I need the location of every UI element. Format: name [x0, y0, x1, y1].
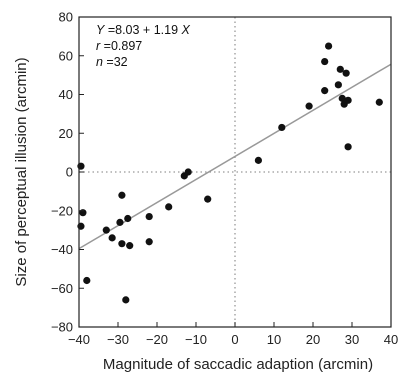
y-tick-label: −40: [51, 242, 73, 257]
y-tick-label: −80: [51, 320, 73, 335]
data-point: [321, 57, 329, 66]
data-point: [79, 209, 87, 217]
data-point: [108, 234, 116, 242]
data-point: [336, 65, 344, 73]
x-tick-label: 30: [345, 332, 359, 347]
x-tick-label: 40: [384, 332, 398, 347]
data-point: [321, 87, 329, 95]
data-point: [254, 156, 262, 164]
y-tick-label: 40: [59, 87, 73, 102]
data-point: [325, 42, 333, 50]
data-point: [344, 143, 352, 151]
y-tick-label: 0: [66, 165, 73, 180]
data-point: [145, 238, 153, 246]
data-point: [102, 226, 110, 234]
x-tick-label: 20: [306, 332, 320, 347]
data-point: [334, 81, 342, 89]
data-point: [126, 242, 134, 250]
x-tick-label: 0: [231, 332, 238, 347]
data-point: [204, 195, 212, 203]
y-tick-label: −60: [51, 281, 73, 296]
data-point: [344, 96, 352, 104]
data-point: [165, 203, 173, 211]
x-axis-label: Magnitude of saccadic adaption (arcmin): [103, 356, 373, 373]
data-point: [375, 98, 383, 106]
y-axis-label: Size of perceptual illusion (arcmin): [13, 57, 30, 286]
x-tick-label: −30: [107, 332, 129, 347]
data-point: [342, 69, 350, 77]
y-tick-label: −20: [51, 203, 73, 218]
data-point: [124, 214, 132, 223]
x-tick-label: 10: [267, 332, 281, 347]
data-point: [83, 276, 91, 285]
x-tick-label: −20: [146, 332, 168, 347]
data-point: [338, 94, 346, 102]
data-point: [278, 123, 286, 132]
data-points: [77, 42, 383, 304]
data-point: [184, 168, 192, 176]
data-point: [118, 240, 126, 248]
axis-ticks: −40 −30 −20 −10 0 10 20 30 40 −80 −60 −40 −20 0 20 40 60…: [51, 10, 398, 348]
x-tick-label: −40: [68, 332, 90, 347]
regression-annotations: Y =8.03 + 1.19 X r =0.897 n =32: [96, 23, 191, 69]
annotation-line: n =32: [96, 55, 128, 69]
data-point: [122, 296, 130, 304]
data-point: [145, 212, 153, 221]
annotation-line: Y =8.03 + 1.19 X: [96, 23, 191, 37]
y-tick-label: 80: [59, 10, 73, 25]
y-tick-label: 20: [59, 126, 73, 141]
data-point: [116, 218, 124, 226]
y-tick-label: 60: [59, 48, 73, 63]
x-tick-label: −10: [185, 332, 207, 347]
annotation-line: r =0.897: [96, 39, 142, 53]
data-point: [118, 191, 126, 199]
data-point: [305, 102, 313, 110]
